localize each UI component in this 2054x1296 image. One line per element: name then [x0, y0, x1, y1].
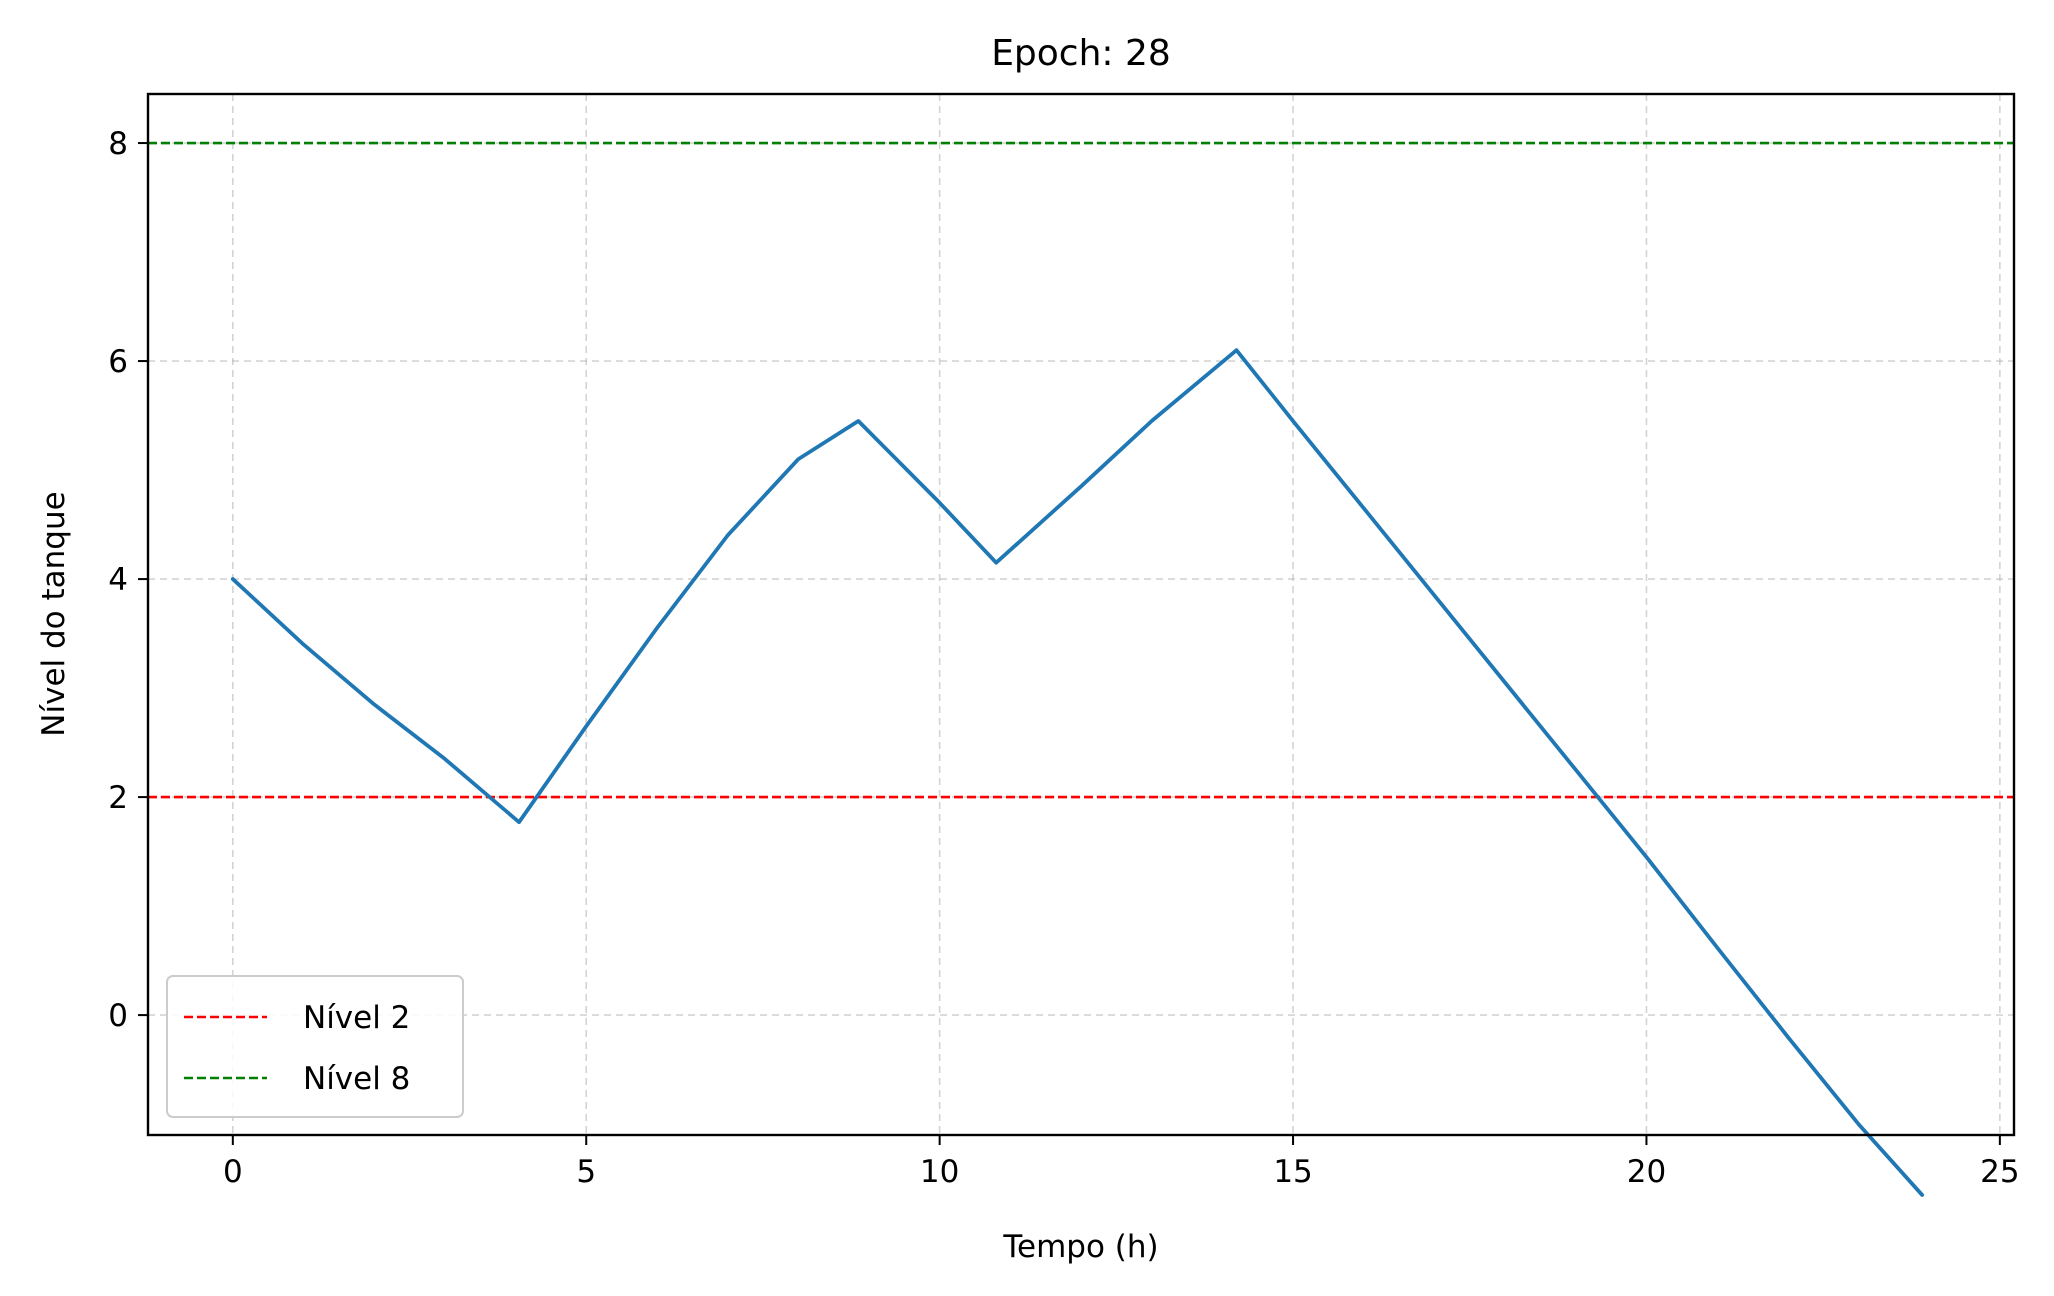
y-tick-label: 6: [108, 344, 128, 380]
y-tick-label: 0: [108, 998, 128, 1034]
series-line-0: [230, 348, 1925, 1197]
grid-lines: [148, 94, 2014, 1135]
x-tick-label: 0: [223, 1154, 243, 1190]
data-series: [230, 348, 1925, 1197]
y-tick-label: 8: [108, 126, 128, 162]
x-tick-label: 25: [1980, 1154, 2019, 1190]
legend-label-nivel-8: Nível 8: [303, 1061, 410, 1097]
plot-frame: [146, 92, 2016, 1137]
x-tick-label: 5: [576, 1154, 596, 1190]
y-axis-label: Nível do tanque: [36, 491, 72, 736]
y-tick-label: 4: [108, 562, 128, 598]
legend: Nível 2 Nível 8: [166, 975, 464, 1118]
x-tick-label: 15: [1273, 1154, 1312, 1190]
x-tick-label: 20: [1627, 1154, 1666, 1190]
x-tick-label: 10: [920, 1154, 959, 1190]
legend-box: [166, 975, 464, 1118]
legend-label-nivel-2: Nível 2: [303, 1000, 410, 1036]
chart-title: Epoch: 28: [991, 33, 1171, 74]
reference-lines: [148, 141, 2014, 799]
axes: 0 5 10 15 20 25 0 2 4 6 8: [108, 126, 2019, 1190]
x-axis-label: Tempo (h): [1002, 1229, 1158, 1265]
y-tick-label: 2: [108, 780, 128, 816]
